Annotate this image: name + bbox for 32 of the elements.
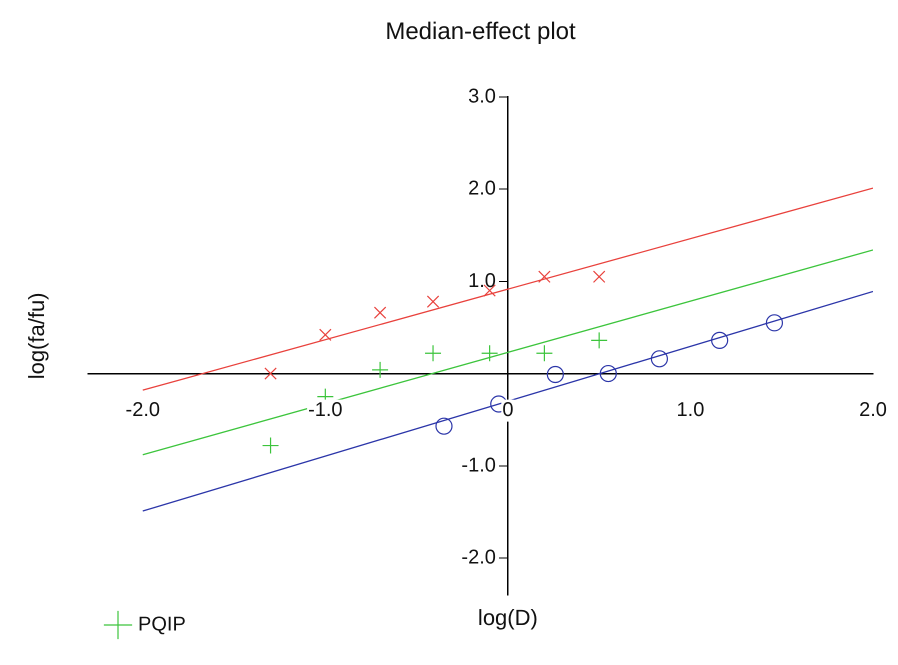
point — [262, 436, 280, 454]
x-tick-label: 2.0 — [859, 399, 887, 422]
point — [424, 344, 442, 362]
y-tick-label: -1.0 — [461, 454, 496, 476]
point — [536, 344, 553, 362]
point — [546, 366, 564, 384]
point — [371, 361, 389, 378]
point — [650, 350, 668, 368]
y-tick-label: 1.0 — [468, 270, 496, 292]
point — [766, 314, 784, 332]
point — [435, 418, 453, 435]
point — [319, 328, 332, 342]
y-tick-label: -2.0 — [461, 546, 496, 569]
x-tick-label: -1.0 — [308, 399, 343, 422]
legend-label: PQIP — [138, 614, 186, 636]
point — [481, 344, 498, 362]
x-tick-label: 1.0 — [676, 399, 704, 422]
point — [426, 295, 440, 308]
point — [592, 270, 606, 283]
y-axis-title: log(fa/fu) — [24, 292, 50, 380]
y-tick-label: 2.0 — [468, 178, 496, 200]
chart-title: Median-effect plot — [385, 18, 576, 46]
x-axis-title: log(D) — [478, 605, 538, 630]
x-tick-label: -2.0 — [126, 399, 160, 422]
point — [264, 367, 277, 380]
point — [590, 332, 608, 349]
point — [538, 270, 551, 283]
point — [374, 306, 386, 319]
point — [600, 364, 617, 382]
point — [711, 332, 728, 349]
x-tick-label: 0 — [502, 399, 514, 422]
y-tick-label: 3.0 — [468, 85, 496, 108]
